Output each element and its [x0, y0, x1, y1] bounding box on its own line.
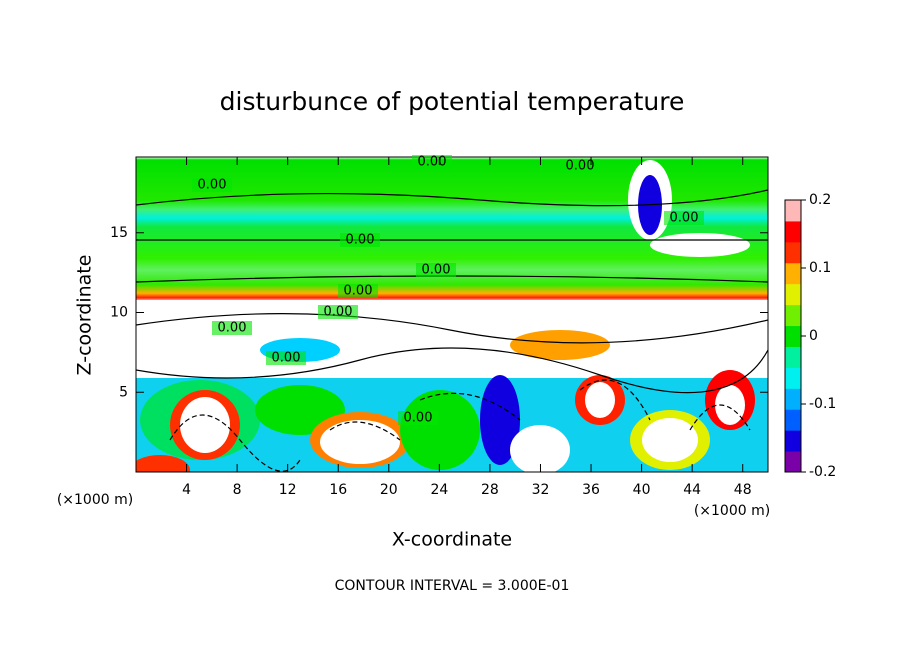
- colorbar-tick-label: 0: [809, 328, 818, 344]
- colorbar-tick-label: 0.1: [809, 260, 831, 276]
- field: [136, 157, 768, 472]
- y-tick-label: 5: [119, 384, 128, 400]
- contour-label-bg: [398, 411, 438, 425]
- x-tick-label: 16: [329, 482, 347, 498]
- contour-label: 0.00: [346, 233, 375, 248]
- contour-label-bg: [664, 211, 704, 225]
- contour-label-bg: [212, 321, 252, 335]
- contour-label-bg: [416, 263, 456, 277]
- contour-label-bg: [266, 351, 306, 365]
- contour-label: 0.00: [324, 305, 353, 320]
- colorbar-cell: [785, 409, 801, 431]
- colorbar-cell: [785, 346, 801, 368]
- contour-label-bg: [338, 284, 378, 298]
- contour-label-bg: [318, 305, 358, 319]
- x-tick-label: 40: [633, 482, 651, 498]
- colorbar-cell: [785, 262, 801, 285]
- colorbar-tick-label: -0.2: [809, 464, 836, 480]
- x-axis-label: X-coordinate: [392, 529, 512, 551]
- contour-interval: CONTOUR INTERVAL = 3.000E-01: [335, 578, 570, 594]
- x-tick-label: 24: [430, 482, 448, 498]
- contour-label: 0.00: [272, 351, 301, 366]
- colorbar-tick-label: -0.1: [809, 396, 836, 412]
- x-tick-label: 12: [279, 482, 297, 498]
- contour-label-bg: [340, 233, 380, 247]
- x-tick-label: 20: [380, 482, 398, 498]
- y-tick-label: 10: [110, 305, 128, 321]
- colorbar-cell: [785, 451, 801, 473]
- x-axis-unit: (×1000 m): [694, 503, 770, 519]
- contour-label: 0.00: [422, 263, 451, 278]
- x-tick-label: 48: [734, 482, 752, 498]
- contour-label: 0.00: [404, 411, 433, 426]
- x-tick-label: 36: [582, 482, 600, 498]
- x-tick-label: 32: [532, 482, 550, 498]
- colorbar-cell: [785, 430, 801, 452]
- colorbar-tick-label: 0.2: [809, 192, 831, 208]
- x-tick-label: 8: [233, 482, 242, 498]
- x-tick-label: 28: [481, 482, 499, 498]
- colorbar-cell: [785, 241, 801, 264]
- colorbar-cell: [785, 388, 801, 410]
- colorbar-cell: [785, 200, 801, 222]
- colorbar-cell: [785, 304, 801, 327]
- y-axis-label: Z-coordinate: [74, 255, 96, 376]
- chart-title: disturbunce of potential temperature: [220, 87, 685, 116]
- y-tick-label: 15: [110, 225, 128, 241]
- x-tick-label: 4: [182, 482, 191, 498]
- y-axis-unit: (×1000 m): [57, 492, 133, 508]
- contour-label: 0.00: [344, 284, 373, 299]
- contour-label: 0.00: [418, 155, 447, 170]
- contour-label-bg: [412, 155, 452, 169]
- x-tick-label: 44: [683, 482, 701, 498]
- contour-label-bg: [192, 178, 232, 192]
- colorbar-cell: [785, 220, 801, 243]
- colorbar-cell: [785, 283, 801, 306]
- colorbar-cell: [785, 325, 801, 347]
- contour-label-bg: [560, 159, 600, 173]
- contour-label: 0.00: [218, 321, 247, 336]
- contour-label: 0.00: [198, 178, 227, 193]
- colorbar-cell: [785, 367, 801, 389]
- contour-label: 0.00: [670, 211, 699, 226]
- contour-label: 0.00: [566, 159, 595, 174]
